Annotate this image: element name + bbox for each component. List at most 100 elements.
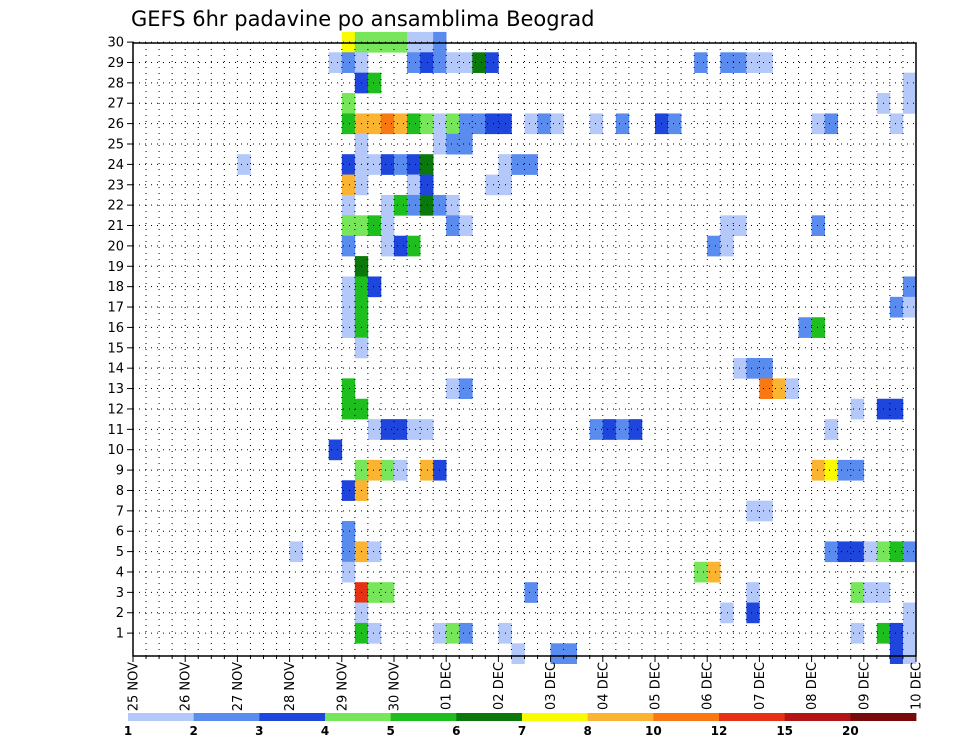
- y-tick-label: 20: [107, 239, 124, 254]
- y-tick-label: 17: [107, 301, 124, 316]
- x-tick-label: 26 NOV: [179, 662, 194, 711]
- heatmap-cells: [237, 31, 917, 664]
- heatmap-cell: [341, 93, 356, 114]
- heatmap-cell: [459, 622, 473, 644]
- heatmap-cell: [407, 154, 421, 175]
- heatmap-cell: [446, 215, 460, 237]
- colorbar-swatch: [390, 713, 457, 721]
- heatmap-cell: [511, 154, 525, 175]
- y-tick-label: 12: [107, 402, 124, 417]
- colorbar-swatch: [850, 713, 917, 721]
- y-tick-label: 10: [107, 443, 124, 458]
- colorbar-label: 3: [255, 724, 263, 738]
- y-tick-label: 4: [116, 565, 124, 580]
- heatmap-cell: [824, 113, 838, 135]
- heatmap-cell: [759, 52, 773, 73]
- y-tick-label: 13: [107, 382, 124, 397]
- heatmap-cell: [380, 154, 395, 175]
- heatmap-cell: [863, 582, 878, 603]
- heatmap-cell: [407, 52, 421, 73]
- heatmap-cell: [837, 541, 852, 563]
- heatmap-cell: [328, 52, 343, 73]
- heatmap-cell: [367, 72, 382, 94]
- heatmap-cell: [472, 113, 486, 135]
- heatmap-cell: [759, 357, 773, 379]
- heatmap-cell: [563, 643, 577, 664]
- heatmap-cell: [837, 459, 852, 481]
- heatmap-cell: [615, 113, 630, 135]
- heatmap-cell: [811, 317, 825, 338]
- heatmap-cell: [746, 582, 760, 603]
- y-tick-label: 6: [116, 525, 124, 540]
- heatmap-cell: [380, 419, 395, 440]
- heatmap-cell: [341, 561, 356, 583]
- heatmap-cell: [850, 622, 865, 644]
- x-tick-label: 08 DEC: [805, 662, 820, 710]
- colorbar: 1 2 3 4 5 6 7 8 10 12 15 20: [124, 713, 917, 738]
- y-tick-label: 5: [116, 545, 124, 560]
- heatmap-cell: [446, 622, 460, 644]
- heatmap-cell: [589, 113, 604, 135]
- x-axis: 25 NOV 26 NOV 27 NOV 28 NOV 29 NOV 30 NOV 01 D…: [127, 656, 925, 711]
- heatmap-cell: [811, 459, 825, 481]
- heatmap-cell: [889, 622, 904, 644]
- heatmap-cell: [367, 154, 382, 175]
- colorbar-swatch: [719, 713, 786, 721]
- heatmap-cell: [902, 622, 917, 644]
- colorbar-swatch: [193, 713, 260, 721]
- heatmap-cell: [902, 296, 917, 318]
- heatmap-cell: [367, 541, 382, 563]
- heatmap-cell: [420, 52, 434, 73]
- y-tick-label: 8: [116, 484, 124, 499]
- x-tick-label: 30 NOV: [388, 662, 403, 711]
- y-tick-label: 21: [107, 219, 124, 234]
- heatmap-cell: [615, 419, 630, 440]
- heatmap-cell: [850, 541, 865, 563]
- heatmap-cell: [420, 419, 434, 440]
- y-tick-label: 25: [107, 138, 124, 153]
- colorbar-label: 8: [583, 724, 591, 738]
- heatmap-cell: [407, 113, 421, 135]
- x-tick-label: 04 DEC: [596, 662, 611, 710]
- x-tick-label: 25 NOV: [127, 662, 142, 711]
- heatmap-cell: [850, 459, 865, 481]
- colorbar-label: 5: [386, 724, 394, 738]
- heatmap-cell: [380, 194, 395, 216]
- heatmap-cell: [407, 174, 421, 196]
- gridlines: [133, 41, 916, 656]
- heatmap-cell: [367, 215, 382, 237]
- heatmap-cell: [746, 602, 760, 624]
- heatmap-cell: [850, 582, 865, 603]
- heatmap-cell: [394, 154, 408, 175]
- heatmap-cell: [341, 398, 356, 420]
- heatmap-cell: [341, 317, 356, 338]
- colorbar-swatch: [259, 713, 326, 721]
- y-tick-label: 24: [107, 158, 124, 173]
- y-tick-label: 15: [107, 341, 124, 356]
- heatmap-cell: [341, 378, 356, 400]
- heatmap-cell: [394, 459, 408, 481]
- x-tick-label: 01 DEC: [440, 662, 455, 710]
- x-tick-label: 03 DEC: [544, 662, 559, 710]
- heatmap-cell: [524, 582, 538, 603]
- y-tick-label: 18: [107, 280, 124, 295]
- heatmap-cell: [889, 296, 904, 318]
- chart-title: GEFS 6hr padavine po ansamblima Beograd: [131, 7, 594, 31]
- heatmap-cell: [341, 521, 356, 542]
- colorbar-label: 10: [645, 724, 662, 738]
- heatmap-cell: [407, 419, 421, 440]
- y-tick-label: 14: [107, 362, 124, 377]
- colorbar-label: 4: [321, 724, 329, 738]
- heatmap-cell: [720, 602, 734, 624]
- colorbar-swatch: [325, 713, 392, 721]
- heatmap-cell: [746, 500, 760, 522]
- heatmap-cell: [889, 398, 904, 420]
- colorbar-label: 12: [711, 724, 728, 738]
- heatmap-cell: [394, 194, 408, 216]
- heatmap-cell: [511, 643, 525, 664]
- heatmap-cell: [380, 215, 395, 237]
- x-tick-label: 28 NOV: [283, 662, 298, 711]
- heatmap-cell: [889, 541, 904, 563]
- heatmap-cell: [602, 419, 617, 440]
